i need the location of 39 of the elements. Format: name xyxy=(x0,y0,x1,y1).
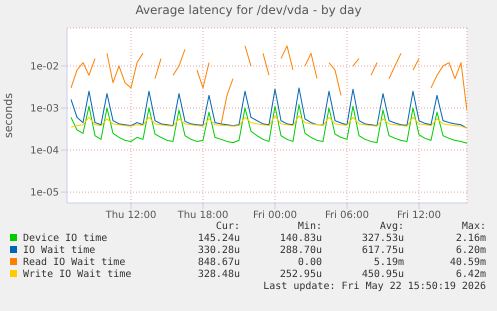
text: 848.67u xyxy=(196,257,240,269)
text: 617.75u xyxy=(360,245,404,257)
text: Max: xyxy=(460,221,486,233)
legend-label: Read IO Wait time xyxy=(22,257,126,269)
line-series xyxy=(70,115,467,129)
text: 40.59m xyxy=(448,257,486,269)
y-tick-label: 1e-03 xyxy=(30,104,59,115)
line-series xyxy=(70,104,467,144)
text: 2.16m xyxy=(454,233,486,245)
text: 252.95u xyxy=(278,269,322,281)
text: Avg: xyxy=(378,221,404,233)
x-tick-label: Fri 00:00 xyxy=(253,210,297,222)
text: 145.24u xyxy=(196,233,240,245)
text: 6.20m xyxy=(454,245,486,257)
text: 5.19m xyxy=(372,257,404,269)
x-tick-label: Fri 12:00 xyxy=(397,210,441,222)
text: 328.48u xyxy=(196,269,240,281)
text: Cur: xyxy=(214,221,240,233)
chart-title: Average latency for /dev/vda - by day xyxy=(134,3,363,17)
text: 0.00 xyxy=(296,257,322,269)
text: 450.95u xyxy=(360,269,404,281)
y-tick-label: 1e-04 xyxy=(30,146,59,157)
x-tick-label: Thu 12:00 xyxy=(104,210,156,222)
legend-label: IO Wait time xyxy=(22,245,96,257)
legend-label: Device IO time xyxy=(22,233,108,245)
legend-label: Write IO Wait time xyxy=(22,269,132,281)
text: 140.83u xyxy=(278,233,322,245)
text: 327.53u xyxy=(360,233,404,245)
y-tick-label: 1e-02 xyxy=(30,62,59,73)
line-series xyxy=(70,87,467,129)
text: 330.28u xyxy=(196,245,240,257)
x-tick-label: Fri 06:00 xyxy=(325,210,369,222)
text: Min: xyxy=(296,221,322,233)
y-axis-title: seconds xyxy=(2,92,15,138)
text: Last update: Fri May 22 15:50:19 2026 xyxy=(262,281,486,293)
y-tick-label: 1e-05 xyxy=(30,188,59,199)
text: 6.42m xyxy=(454,269,486,281)
text: 288.70u xyxy=(278,245,322,257)
x-tick-label: Thu 18:00 xyxy=(176,210,228,222)
